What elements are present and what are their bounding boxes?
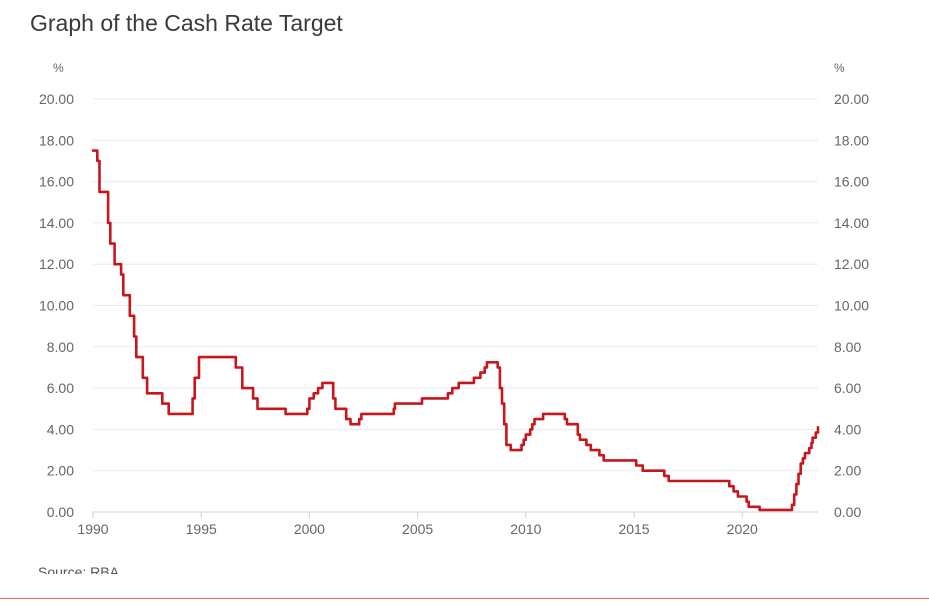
- x-tick-label: 1990: [77, 521, 108, 537]
- x-tick-label: 2020: [727, 521, 758, 537]
- bottom-divider: [0, 598, 929, 599]
- tick-labels: % % 0.00 0.00 2.00 2.00 4.00 4.00 6.00 6.00 8.00 8.…: [39, 61, 869, 537]
- y-tick-label-left: 18.00: [39, 132, 74, 148]
- y-tick-label-left: 10.00: [39, 298, 74, 314]
- y-tick-label-right: 4.00: [834, 421, 861, 437]
- y-tick-label-left: 14.00: [39, 215, 74, 231]
- y-tick-label-right: 12.00: [834, 256, 869, 272]
- y-tick-label-left: 20.00: [39, 91, 74, 107]
- y-unit-left: %: [53, 61, 64, 75]
- y-tick-label-right: 10.00: [834, 298, 869, 314]
- series-layer: [91, 149, 820, 512]
- x-tick-label: 2005: [402, 521, 433, 537]
- chart-title: Graph of the Cash Rate Target: [30, 10, 343, 36]
- y-tick-label-right: 16.00: [834, 174, 869, 190]
- x-tick-label: 2000: [294, 521, 325, 537]
- x-axis: [92, 512, 743, 518]
- y-tick-label-left: 2.00: [47, 463, 74, 479]
- y-tick-label-right: 6.00: [834, 380, 861, 396]
- y-unit-right: %: [834, 61, 845, 75]
- y-tick-label-left: 16.00: [39, 174, 74, 190]
- y-tick-label-right: 20.00: [834, 91, 869, 107]
- y-tick-label-right: 18.00: [834, 132, 869, 148]
- y-tick-label-right: 8.00: [834, 339, 861, 355]
- y-tick-label-right: 14.00: [834, 215, 869, 231]
- y-tick-label-left: 0.00: [47, 504, 74, 520]
- gridlines: [93, 98, 818, 513]
- y-tick-label-right: 0.00: [834, 504, 861, 520]
- source-note: Source: RBA: [38, 564, 119, 574]
- x-tick-label: 1995: [186, 521, 217, 537]
- y-tick-label-left: 12.00: [39, 256, 74, 272]
- y-tick-label-left: 6.00: [47, 380, 74, 396]
- y-tick-label-left: 8.00: [47, 339, 74, 355]
- series-line-cash-rate: [91, 149, 820, 512]
- x-tick-label: 2015: [618, 521, 649, 537]
- y-tick-label-left: 4.00: [47, 421, 74, 437]
- y-tick-label-right: 2.00: [834, 463, 861, 479]
- x-tick-label: 2010: [510, 521, 541, 537]
